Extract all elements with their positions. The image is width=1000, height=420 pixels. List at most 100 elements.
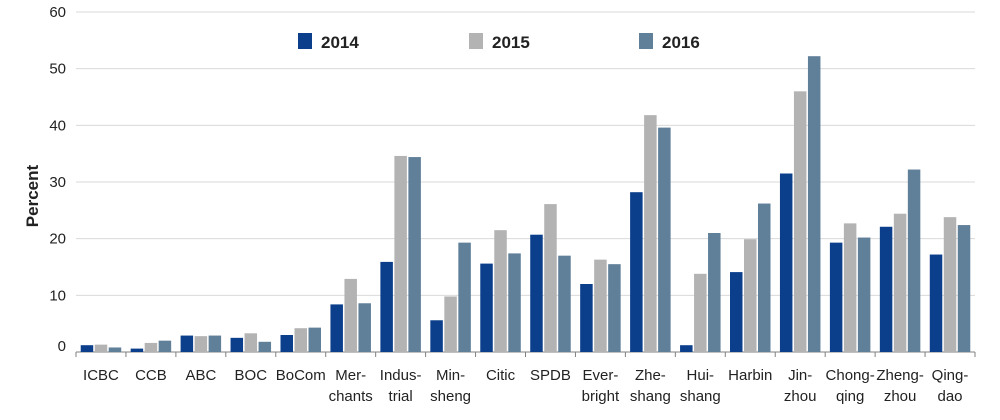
bar-2016-13 bbox=[758, 203, 771, 352]
bar-2014-0 bbox=[80, 345, 94, 352]
x-category-label: Harbin bbox=[728, 367, 772, 384]
bar-2016-17 bbox=[957, 225, 971, 352]
y-tick-label: 0 bbox=[58, 338, 66, 355]
bar-2014-13 bbox=[730, 272, 743, 352]
y-tick-label: 40 bbox=[49, 117, 66, 134]
bar-2014-7 bbox=[430, 320, 443, 352]
x-category-label: Qing- bbox=[932, 367, 969, 384]
bars bbox=[80, 56, 971, 352]
y-axis-ticks: 0 10 20 30 40 50 60 bbox=[49, 4, 66, 355]
bar-2014-2 bbox=[180, 335, 194, 352]
bar-2014-1 bbox=[130, 348, 144, 352]
legend: 2014 2015 2016 bbox=[298, 33, 700, 52]
legend-label-2014: 2014 bbox=[321, 33, 359, 52]
bar-2016-12 bbox=[708, 233, 721, 352]
x-category-label: zhou bbox=[784, 388, 817, 405]
x-category-label: BoCom bbox=[276, 367, 326, 384]
x-category-label: Chong- bbox=[826, 367, 875, 384]
x-category-label: shang bbox=[680, 388, 721, 405]
bar-2016-3 bbox=[258, 341, 272, 352]
bar-2014-10 bbox=[580, 284, 593, 352]
bar-2016-14 bbox=[807, 56, 821, 352]
y-tick-label: 60 bbox=[49, 4, 66, 21]
bar-2016-11 bbox=[658, 127, 671, 352]
x-category-label: zhou bbox=[884, 388, 917, 405]
x-category-label: Zhe- bbox=[635, 367, 666, 384]
legend-swatch-2015 bbox=[469, 33, 483, 49]
gridlines bbox=[75, 11, 976, 357]
bar-2015-2 bbox=[194, 336, 208, 352]
bar-2015-5 bbox=[344, 278, 357, 352]
bar-2015-14 bbox=[793, 91, 807, 352]
bar-2015-1 bbox=[144, 342, 158, 352]
x-category-label: BOC bbox=[235, 367, 268, 384]
bar-2016-15 bbox=[857, 237, 871, 352]
bar-2016-4 bbox=[308, 327, 321, 352]
bar-2014-8 bbox=[480, 263, 493, 352]
bar-2016-10 bbox=[608, 264, 621, 352]
y-tick-label: 20 bbox=[49, 231, 66, 248]
x-category-label: sheng bbox=[430, 388, 471, 405]
legend-swatch-2014 bbox=[298, 33, 312, 49]
bar-2014-16 bbox=[879, 226, 893, 352]
bar-2016-0 bbox=[108, 347, 122, 352]
bar-2015-13 bbox=[744, 239, 757, 352]
bar-2015-7 bbox=[444, 296, 457, 352]
bar-2016-8 bbox=[508, 253, 521, 352]
y-tick-label: 30 bbox=[49, 174, 66, 191]
x-category-label: qing bbox=[836, 388, 864, 405]
bar-2015-15 bbox=[843, 223, 857, 352]
x-axis-labels: ICBC CCB ABC BOC BoCom Mer-chants Indus-trial M… bbox=[83, 367, 968, 405]
bar-2015-0 bbox=[94, 344, 108, 352]
bar-2015-10 bbox=[594, 259, 607, 352]
x-category-label: Zheng- bbox=[876, 367, 924, 384]
bar-2015-11 bbox=[644, 115, 657, 352]
bar-2015-17 bbox=[943, 217, 957, 352]
bar-2014-12 bbox=[680, 345, 693, 352]
x-category-label: SPDB bbox=[530, 367, 571, 384]
x-category-label: dao bbox=[938, 388, 963, 405]
x-category-label: Indus- bbox=[380, 367, 422, 384]
x-category-label: Min- bbox=[436, 367, 465, 384]
y-tick-label: 50 bbox=[49, 61, 66, 78]
x-category-label: bright bbox=[582, 388, 620, 405]
bar-2014-9 bbox=[530, 234, 543, 352]
bar-2015-6 bbox=[394, 155, 407, 352]
legend-label-2016: 2016 bbox=[662, 33, 700, 52]
bar-2015-9 bbox=[544, 204, 557, 352]
x-category-label: Ever- bbox=[582, 367, 618, 384]
x-category-label: shang bbox=[630, 388, 671, 405]
bar-2016-5 bbox=[358, 303, 371, 352]
bar-2015-16 bbox=[893, 213, 907, 352]
bar-2016-2 bbox=[208, 335, 222, 352]
x-category-label: Hui- bbox=[687, 367, 715, 384]
bar-2015-12 bbox=[694, 273, 707, 352]
x-category-label: Mer- bbox=[335, 367, 366, 384]
bar-2016-6 bbox=[408, 157, 421, 352]
bar-2015-3 bbox=[244, 333, 258, 352]
y-tick-label: 10 bbox=[49, 287, 66, 304]
bar-2016-1 bbox=[158, 340, 172, 352]
bar-2014-15 bbox=[829, 242, 843, 352]
bar-2016-7 bbox=[458, 242, 471, 352]
x-category-label: ABC bbox=[185, 367, 216, 384]
y-axis-label: Percent bbox=[23, 164, 42, 227]
x-category-label: Jin- bbox=[788, 367, 812, 384]
bar-2014-4 bbox=[280, 335, 293, 352]
bar-2014-3 bbox=[230, 337, 244, 352]
bar-2015-4 bbox=[294, 328, 307, 352]
bar-2014-14 bbox=[779, 173, 793, 352]
bar-2016-16 bbox=[907, 169, 921, 352]
x-category-label: CCB bbox=[135, 367, 167, 384]
bar-2015-8 bbox=[494, 230, 507, 352]
legend-label-2015: 2015 bbox=[492, 33, 530, 52]
bar-2014-6 bbox=[380, 261, 393, 352]
x-category-label: ICBC bbox=[83, 367, 119, 384]
x-category-label: trial bbox=[389, 388, 413, 405]
bar-2014-11 bbox=[630, 192, 643, 352]
bar-2014-5 bbox=[330, 304, 343, 352]
legend-swatch-2016 bbox=[639, 33, 653, 49]
x-category-label: Citic bbox=[486, 367, 516, 384]
